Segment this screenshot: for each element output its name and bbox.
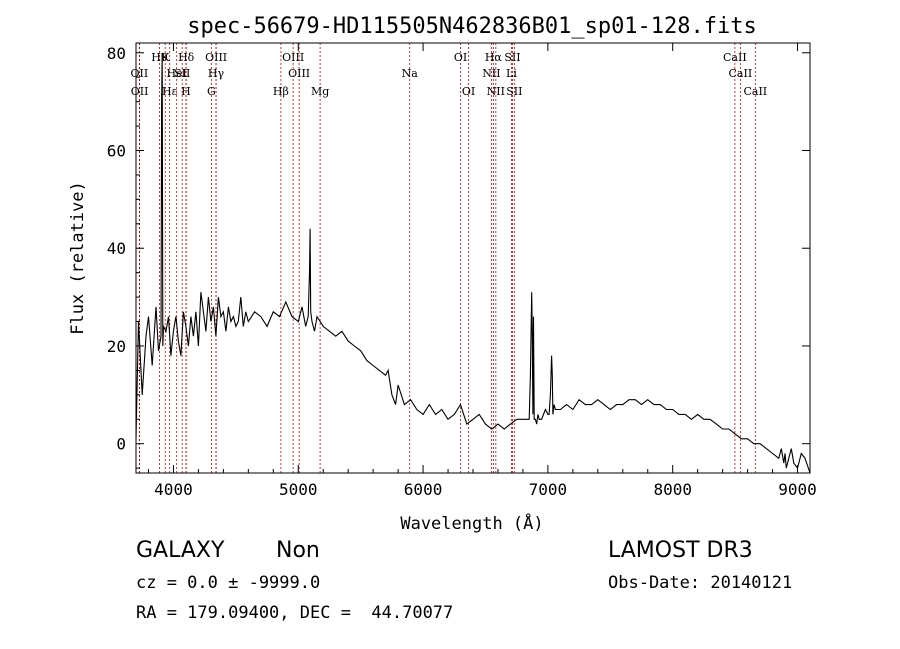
line-label-13: OIII (282, 51, 304, 64)
line-label-8: H (181, 85, 191, 98)
line-label-24: SII (506, 85, 522, 98)
redshift-value: cz = 0.0 ± -9999.0 (136, 573, 321, 593)
line-label-17: OI (454, 51, 467, 64)
line-label-21: NII (487, 85, 505, 98)
line-label-16: Na (402, 67, 419, 80)
object-subclass: Non (276, 538, 320, 563)
line-label-4: Hε (162, 85, 178, 98)
x-tick-label-5: 9000 (778, 480, 817, 499)
y-axis-label: Flux (relative) (68, 181, 88, 335)
y-tick-label-4: 80 (107, 44, 126, 63)
x-tick-label-2: 6000 (404, 480, 443, 499)
line-label-19: Hα (485, 51, 503, 64)
y-axis-ticks: 0 20 40 60 80 (107, 44, 810, 469)
line-label-14: OIII (288, 67, 310, 80)
chart-title: spec-56679-HD115505N462836B01_sp01-128.f… (187, 14, 757, 39)
line-label-27: CaII (743, 85, 767, 98)
y-tick-label-2: 40 (107, 239, 126, 258)
line-label-1: OII (131, 85, 149, 98)
line-label-5: HeI (166, 67, 186, 80)
line-label-23: Li (506, 67, 517, 80)
line-label-11: G (207, 85, 216, 98)
observation-date: Obs-Date: 20140121 (608, 573, 793, 593)
line-label-9: OIII (205, 51, 227, 64)
y-tick-label-1: 20 (107, 337, 126, 356)
x-tick-label-4: 8000 (653, 480, 692, 499)
line-label-7: SII (174, 67, 190, 80)
line-label-12: Hβ (273, 85, 289, 98)
line-label-25: CaII (723, 51, 747, 64)
line-label-18: OI (462, 85, 475, 98)
line-label-20: NII (482, 67, 500, 80)
x-axis-ticks: 4000 5000 6000 7000 8000 9000 (147, 43, 817, 499)
object-class: GALAXY (136, 538, 225, 563)
y-tick-label-3: 60 (107, 142, 126, 161)
line-label-26: CaII (729, 67, 753, 80)
line-label-3: K (161, 51, 170, 64)
x-tick-label-0: 4000 (154, 480, 193, 499)
line-label-15: Mg (311, 85, 329, 98)
line-label-10: Hγ (208, 67, 225, 80)
x-tick-label-3: 7000 (529, 480, 568, 499)
line-label-6: Hδ (178, 51, 195, 64)
survey-name: LAMOST DR3 (608, 538, 753, 563)
line-label-2: H9 (151, 51, 168, 64)
y-tick-label-0: 0 (116, 435, 126, 454)
spectrum-series-line (135, 52, 811, 474)
line-label-0: OII (131, 67, 149, 80)
x-axis-label: Wavelength (Å) (400, 512, 543, 534)
x-tick-label-1: 5000 (279, 480, 318, 499)
line-label-22: SII (504, 51, 520, 64)
plot-frame (135, 42, 811, 474)
emission-line-markers (138, 43, 756, 473)
ra-dec-coordinates: RA = 179.09400, DEC = 44.70077 (136, 603, 454, 623)
